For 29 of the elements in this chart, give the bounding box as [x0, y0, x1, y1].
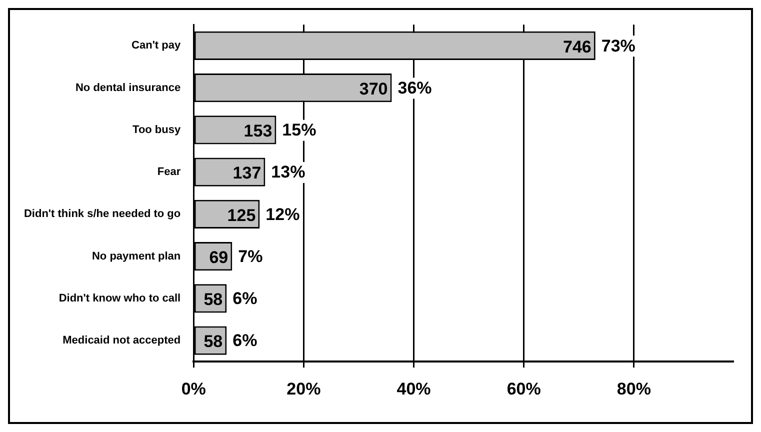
x-tick-label: 40% [396, 379, 431, 398]
annotation: 370 [359, 79, 388, 98]
data-label: 36% [398, 78, 432, 98]
y-tick-label: Didn't think s/he needed to go [24, 208, 181, 220]
data-label: 7% [238, 246, 263, 266]
data-label: 15% [282, 120, 316, 140]
annotation: 69 [209, 248, 228, 267]
y-tick-label: No dental insurance [75, 82, 181, 94]
annotation: 125 [227, 206, 256, 225]
y-tick-label: Too busy [132, 124, 182, 136]
x-tick-label: 20% [286, 379, 321, 398]
annotation: 137 [232, 164, 262, 183]
annotation: 58 [204, 290, 223, 310]
y-tick-label: Can't pay [132, 40, 182, 52]
y-tick-label: Medicaid not accepted [62, 334, 181, 347]
annotation: 58 [204, 332, 223, 352]
y-tick-label: Fear [157, 166, 182, 178]
x-tick-label: 60% [506, 379, 541, 398]
x-tick-label: 80% [616, 379, 651, 398]
annotation: 153 [244, 122, 272, 141]
data-label: 13% [271, 162, 306, 182]
data-label: 73% [601, 36, 636, 56]
y-tick-label: Didn't know who to call [58, 292, 181, 304]
data-label: 12% [266, 204, 300, 224]
annotation: 746 [563, 37, 592, 56]
x-tick-label: 0% [181, 379, 206, 398]
data-label: 6% [232, 289, 258, 308]
y-tick-label: No payment plan [92, 250, 181, 262]
data-label: 6% [232, 331, 258, 350]
